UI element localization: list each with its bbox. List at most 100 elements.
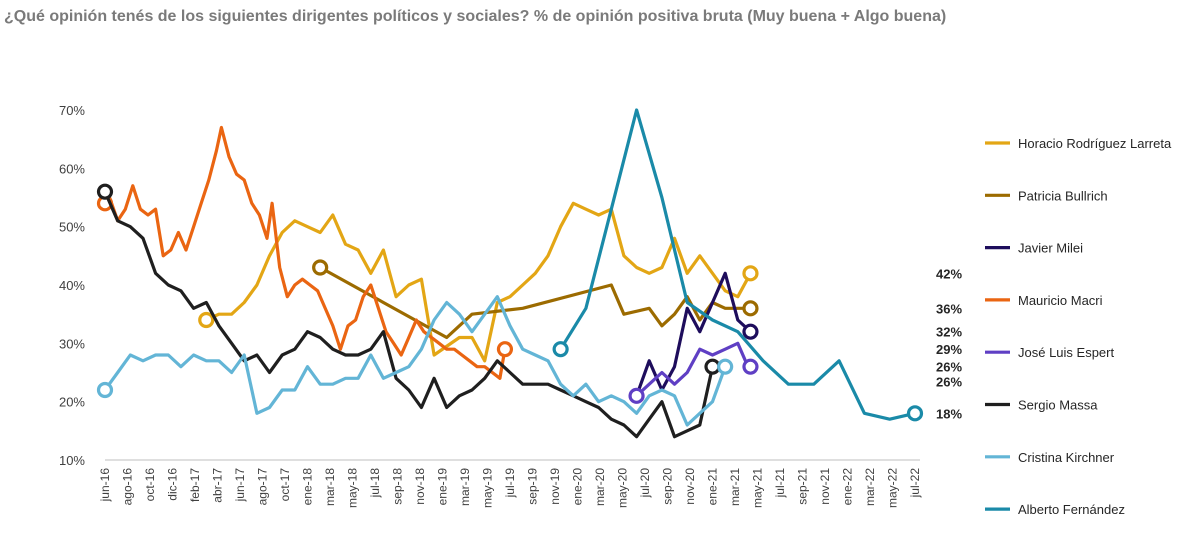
series-line — [635, 271, 753, 398]
series-2 — [635, 271, 759, 398]
x-tick-label: may-20 — [616, 468, 630, 508]
legend-item: Horacio Rodríguez Larreta — [985, 136, 1172, 151]
x-tick-label: mar-18 — [323, 468, 337, 506]
x-tick-label: may-18 — [346, 468, 360, 508]
x-tick-label: may-19 — [481, 468, 495, 508]
x-tick-label: ago-17 — [256, 468, 270, 506]
y-tick-label: 70% — [59, 103, 85, 118]
series-line — [103, 190, 715, 439]
legend-item: Cristina Kirchner — [985, 450, 1115, 465]
x-tick-label: nov-21 — [818, 468, 832, 505]
series-end-label: 32% — [936, 325, 962, 340]
series-end-marker — [742, 323, 759, 340]
y-tick-label: 30% — [59, 336, 85, 351]
x-tick-label: mar-21 — [728, 468, 742, 506]
series-line — [204, 201, 753, 363]
series-line — [559, 108, 917, 421]
legend-item: Patricia Bullrich — [985, 188, 1108, 203]
x-tick-label: jul-20 — [638, 468, 652, 499]
series-start-marker — [312, 259, 329, 276]
x-tick-label: dic-16 — [166, 468, 180, 501]
series-end-label: 26% — [936, 360, 962, 375]
legend-label: Sergio Massa — [1018, 398, 1098, 413]
series-line — [103, 125, 507, 380]
series-4 — [628, 341, 759, 404]
x-tick-label: nov-20 — [683, 468, 697, 505]
x-tick-label: mar-20 — [593, 468, 607, 506]
series-7 — [552, 108, 924, 422]
series-end-marker — [717, 358, 734, 375]
x-tick-label: jul-22 — [908, 468, 922, 499]
x-tick-label: ene-18 — [301, 468, 315, 506]
x-tick-label: jul-18 — [368, 468, 382, 499]
chart-axes: 10% 20% 30% 40% 50% 60% 70% jun-16 ago-16 oct-16 d… — [59, 103, 922, 508]
series-end-marker — [704, 358, 721, 375]
series-start-marker — [96, 183, 114, 200]
series-start-marker — [96, 381, 114, 399]
legend-label: Alberto Fernández — [1018, 502, 1125, 517]
series-line — [635, 341, 753, 398]
series-end-label: 18% — [936, 406, 962, 421]
chart-subtitle: ¿Qué opinión tenés de los siguientes dir… — [4, 8, 947, 25]
x-tick-label: ene-22 — [841, 468, 855, 506]
chart-legend: Horacio Rodríguez Larreta Patricia Bullri… — [985, 136, 1172, 517]
x-tick-label: nov-18 — [413, 468, 427, 505]
series-end-marker — [742, 358, 759, 375]
x-tick-label: sep-19 — [526, 468, 540, 505]
legend-item: Sergio Massa — [985, 398, 1098, 413]
series-6 — [96, 295, 734, 427]
series-0 — [198, 201, 759, 363]
x-tick-label: ene-20 — [571, 468, 585, 506]
x-tick-label: jul-21 — [773, 468, 787, 499]
x-tick-label: sep-21 — [796, 468, 810, 505]
x-tick-label: oct-16 — [143, 468, 157, 502]
series-end-label: 26% — [936, 375, 962, 390]
series-end-marker — [742, 265, 759, 282]
x-tick-label: mar-19 — [458, 468, 472, 506]
x-tick-label: feb-17 — [188, 468, 202, 502]
series-start-marker — [628, 387, 645, 404]
x-tick-label: may-22 — [886, 468, 900, 508]
x-tick-label: oct-17 — [278, 468, 292, 502]
x-tick-label: jul-19 — [503, 468, 517, 499]
x-tick-label: sep-20 — [661, 468, 675, 505]
chart-end-labels: 42% 36% 32% 29% 26%26% 18% — [936, 266, 962, 421]
legend-item: José Luis Espert — [985, 345, 1114, 360]
series-3 — [96, 125, 514, 380]
chart-series — [96, 108, 924, 439]
legend-label: Patricia Bullrich — [1018, 188, 1108, 203]
legend-label: Mauricio Macri — [1018, 293, 1103, 308]
x-tick-label: abr-17 — [211, 468, 225, 503]
legend-item: Javier Milei — [985, 241, 1083, 256]
x-tick-label: sep-18 — [391, 468, 405, 505]
x-tick-label: jun-17 — [233, 468, 247, 503]
legend-label: José Luis Espert — [1018, 345, 1114, 360]
legend-label: Javier Milei — [1018, 241, 1083, 256]
x-tick-label: ene-21 — [706, 468, 720, 506]
y-tick-label: 10% — [59, 453, 85, 468]
x-tick-label: ene-19 — [436, 468, 450, 506]
x-tick-label: mar-22 — [863, 468, 877, 506]
series-5 — [96, 183, 721, 439]
series-start-marker — [552, 341, 569, 358]
series-start-marker — [198, 311, 215, 329]
y-tick-label: 40% — [59, 278, 85, 293]
y-tick-label: 20% — [59, 395, 85, 410]
series-line — [103, 295, 727, 427]
series-end-marker — [906, 405, 924, 422]
series-end-label: 36% — [936, 301, 962, 316]
x-tick-label: ago-16 — [121, 468, 135, 506]
legend-label: Cristina Kirchner — [1018, 450, 1115, 465]
legend-item: Alberto Fernández — [985, 502, 1125, 517]
legend-item: Mauricio Macri — [985, 293, 1103, 308]
legend-label: Horacio Rodríguez Larreta — [1018, 136, 1172, 151]
series-end-marker — [496, 341, 514, 358]
series-end-marker — [742, 300, 759, 317]
series-end-label: 42% — [936, 266, 962, 281]
x-tick-label: nov-19 — [548, 468, 562, 505]
x-tick-label: jun-16 — [98, 468, 112, 503]
y-tick-label: 60% — [59, 161, 85, 176]
y-tick-label: 50% — [59, 220, 85, 235]
x-tick-label: may-21 — [751, 468, 765, 508]
